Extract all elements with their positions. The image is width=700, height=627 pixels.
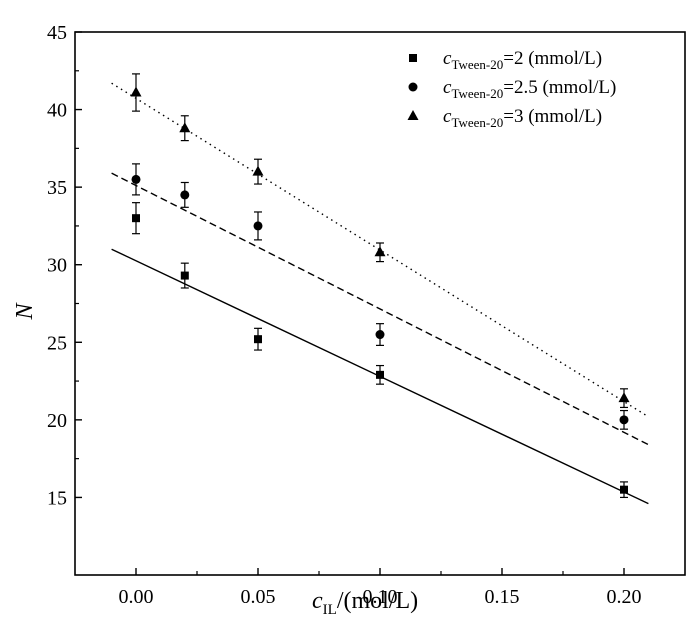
legend-label-var: c: [443, 77, 452, 98]
data-point-s3: [374, 246, 386, 257]
svg-text:cTween-20=2 (mmol/L): cTween-20=2 (mmol/L): [443, 48, 602, 72]
legend-marker-s3: [407, 110, 419, 120]
svg-text:cTween-20=2.5 (mmol/L): cTween-20=2.5 (mmol/L): [443, 77, 616, 101]
legend-label-var: c: [443, 48, 452, 69]
legend-label-rest: =3 (mmol/L): [503, 106, 602, 127]
x-tick-label: 0.00: [119, 586, 154, 608]
data-point-s3: [179, 122, 191, 133]
x-axis-title: cIL/(mol/L): [312, 588, 418, 618]
x-tick-label: 0.05: [241, 586, 276, 608]
data-point-s2: [131, 174, 141, 184]
y-axis-title: N: [12, 302, 38, 321]
y-tick-label: 30: [47, 255, 67, 277]
data-point-s2: [180, 190, 190, 200]
data-point-s3: [252, 165, 264, 176]
legend-item-s3: cTween-20=3 (mmol/L): [407, 106, 602, 130]
legend-item-s1: cTween-20=2 (mmol/L): [409, 48, 602, 72]
y-tick-label: 25: [47, 332, 67, 354]
x-axis-title-sub: IL: [323, 602, 337, 618]
legend-label-sub: Tween-20: [451, 115, 503, 130]
y-tick-label: 15: [47, 487, 67, 509]
legend-label-sub: Tween-20: [451, 86, 503, 101]
data-point-s1: [376, 370, 384, 379]
data-point-s1: [620, 485, 628, 494]
legend-marker-s2: [408, 82, 418, 92]
data-point-s2: [253, 221, 263, 231]
data-point-s2: [619, 415, 629, 425]
data-point-s1: [254, 335, 262, 344]
data-point-s2: [375, 330, 385, 340]
x-tick-label: 0.10: [363, 586, 398, 608]
fit-line-s2: [111, 172, 649, 446]
fit-line-s3: [111, 82, 649, 418]
y-tick-label: 40: [47, 100, 67, 122]
legend-label-rest: =2 (mmol/L): [503, 48, 602, 69]
x-axis-title-var: c: [312, 588, 323, 614]
y-tick-label: 45: [47, 22, 67, 44]
svg-text:cTween-20=3 (mmol/L): cTween-20=3 (mmol/L): [443, 106, 602, 130]
data-point-s3: [618, 392, 630, 403]
legend-marker-s1: [409, 54, 417, 62]
legend-label-sub: Tween-20: [451, 57, 503, 72]
legend-label-var: c: [443, 106, 452, 127]
data-point-s1: [180, 271, 189, 280]
data-point-s1: [132, 214, 140, 223]
legend-label-rest: =2.5 (mmol/L): [503, 77, 616, 98]
x-axis-title-unit: /(mol/L): [337, 588, 418, 614]
x-tick-label: 0.15: [485, 586, 520, 608]
legend: cTween-20=2 (mmol/L) cTween-20=2.5 (mmol…: [407, 48, 616, 130]
data-point-s3: [130, 86, 142, 97]
y-tick-label: 20: [47, 410, 67, 432]
x-tick-label: 0.20: [607, 586, 642, 608]
legend-item-s2: cTween-20=2.5 (mmol/L): [408, 77, 616, 101]
y-tick-label: 35: [47, 177, 67, 199]
